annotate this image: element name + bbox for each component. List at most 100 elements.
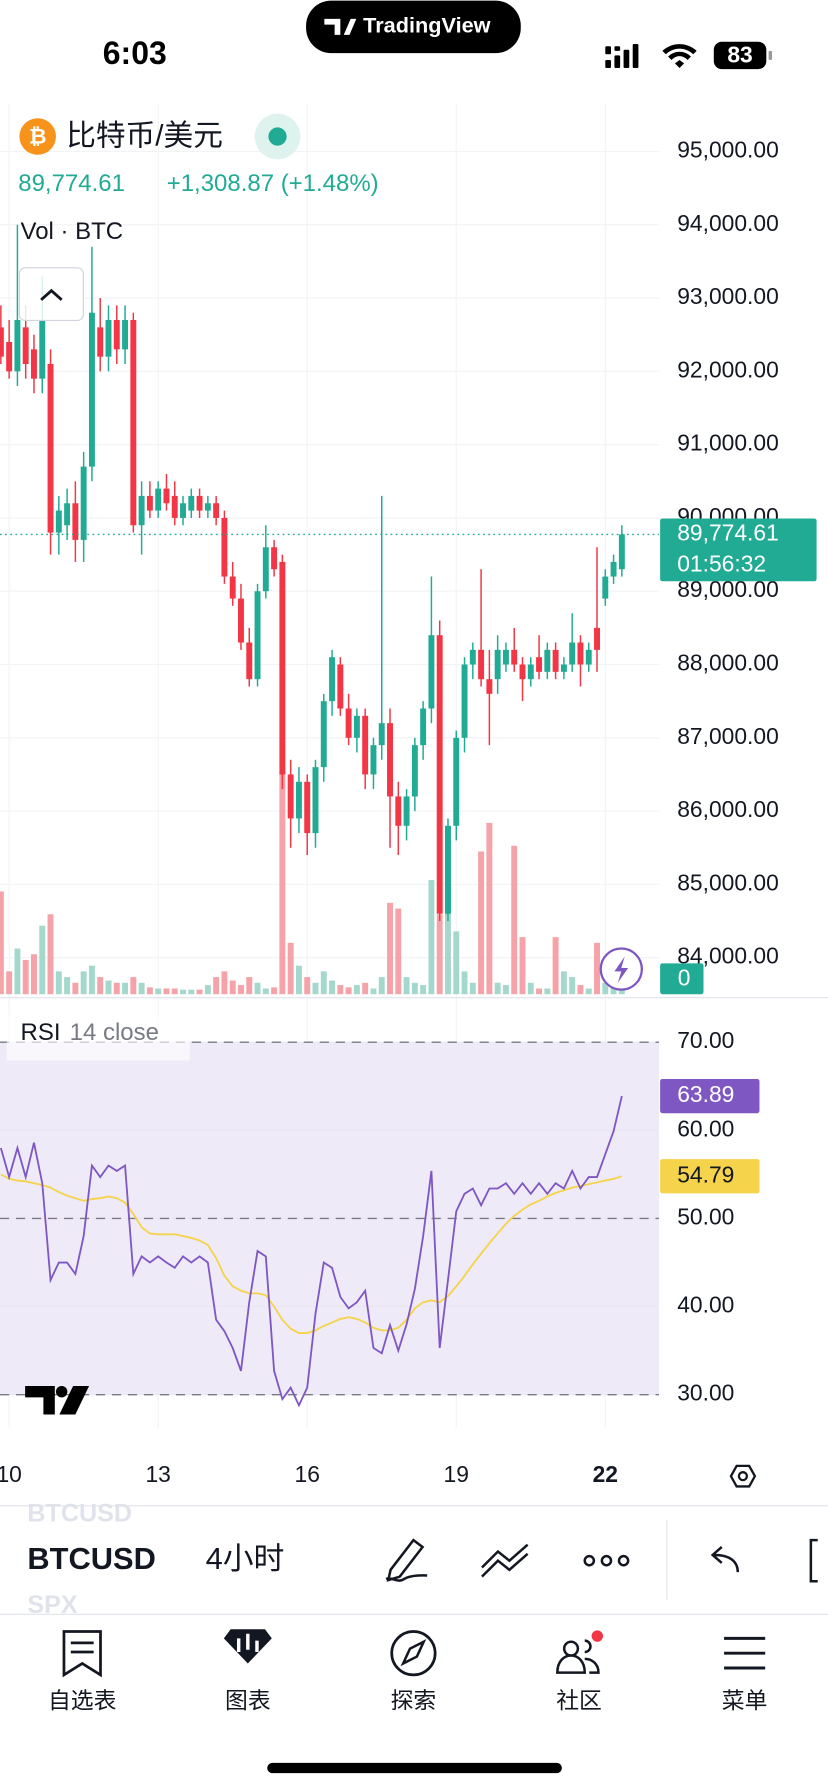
btc-icon	[19, 118, 56, 155]
undo-icon[interactable]	[710, 1546, 740, 1573]
rsi-name: RSI	[21, 1020, 61, 1047]
volume-bar	[436, 914, 443, 995]
symbol-current[interactable]: BTCUSD	[27, 1541, 155, 1576]
tab-bar: 自选表 图表 探索 社区 菜单	[48, 1687, 767, 1713]
candle-body	[378, 723, 385, 746]
tab-label[interactable]: 图表	[225, 1687, 271, 1713]
candle-body	[0, 327, 4, 357]
volume-label: 0	[678, 964, 691, 990]
candle-body	[221, 517, 228, 577]
volume-bar	[213, 977, 220, 995]
volume-bar	[180, 989, 186, 995]
series-value-label: 54.79	[677, 1161, 734, 1187]
symbol-prev[interactable]: BTCUSD	[27, 1500, 132, 1528]
volume-title: Vol · BTC	[21, 218, 124, 245]
candle-body	[420, 708, 427, 746]
tab-icon-chart-candles	[236, 1633, 259, 1653]
line-tool-icon[interactable]	[481, 1543, 529, 1578]
volume-bar	[345, 987, 352, 995]
volume-bar	[97, 977, 104, 995]
candle-body	[594, 627, 600, 650]
candle-body	[403, 796, 410, 826]
volume-bar	[122, 982, 129, 995]
volume-bar	[362, 982, 369, 995]
volume-bar	[329, 980, 336, 995]
draw-icon[interactable]	[385, 1538, 428, 1582]
tab-label[interactable]: 探索	[391, 1687, 437, 1713]
x-tick-label: 22	[593, 1461, 618, 1487]
candle-body	[469, 649, 476, 665]
volume-bar	[171, 988, 178, 995]
candle-body	[14, 320, 21, 372]
y-tick-label: 60.00	[677, 1115, 734, 1141]
volume-bar	[560, 971, 567, 995]
more-icon[interactable]	[583, 1554, 630, 1567]
rsi-params: 14 close	[70, 1020, 159, 1047]
candle-body	[461, 664, 468, 738]
candle-body	[180, 503, 186, 518]
wifi-icon	[662, 44, 697, 68]
y-tick-label: 94,000.00	[677, 210, 779, 236]
volume-bar	[246, 977, 253, 995]
volume-bar	[618, 988, 625, 995]
tab-label[interactable]: 自选表	[48, 1687, 117, 1713]
candle-body	[569, 642, 576, 665]
volume-bar	[55, 971, 62, 995]
symbol-name: 比特币/美元	[66, 120, 223, 153]
volume-bar	[411, 982, 418, 995]
y-tick-label: 85,000.00	[677, 869, 779, 895]
volume-bar	[395, 908, 402, 995]
app-badge-bg	[306, 0, 521, 54]
volume-bar	[88, 965, 95, 995]
volume-bar	[279, 771, 286, 995]
volume-bar	[14, 948, 21, 995]
volume-bar	[602, 982, 609, 995]
candle-body	[494, 649, 501, 680]
y-tick-label: 92,000.00	[677, 356, 779, 382]
volume-label-box	[660, 963, 704, 995]
candle-body	[6, 342, 13, 372]
candle-body	[552, 649, 559, 672]
candle-body	[585, 649, 592, 665]
y-tick-label: 88,000.00	[677, 650, 779, 676]
app-badge: TradingView	[363, 13, 490, 38]
volume-bar	[304, 977, 311, 995]
market-status[interactable]	[268, 127, 287, 146]
volume-bar	[196, 989, 203, 995]
fullscreen-icon[interactable]	[809, 1538, 818, 1583]
tab-icon-menu	[724, 1636, 766, 1670]
y-tick-label: 86,000.00	[677, 796, 779, 822]
candle-body	[47, 363, 54, 533]
tv-watermark	[25, 1385, 90, 1415]
volume-bar	[47, 914, 54, 995]
volume-bar	[0, 891, 4, 995]
volume-bar	[146, 987, 153, 995]
candle-body	[155, 488, 162, 511]
candle-body	[105, 320, 112, 357]
chevron-up	[40, 288, 63, 301]
x-tick-label: 13	[145, 1461, 170, 1487]
candle-body	[370, 745, 377, 775]
candle-body	[478, 649, 485, 680]
candle-body	[246, 642, 253, 680]
volume-bar	[378, 977, 385, 995]
tab-label[interactable]: 菜单	[722, 1687, 768, 1713]
series-value-box	[660, 1078, 760, 1114]
volume-bar	[387, 902, 393, 995]
candle-body	[229, 576, 236, 599]
candle-body	[486, 679, 493, 694]
collapse-button[interactable]	[18, 267, 84, 321]
lightning-icon	[614, 956, 629, 983]
candle-body	[502, 649, 509, 665]
candle-body	[345, 708, 352, 738]
tab-label[interactable]: 社区	[556, 1687, 602, 1713]
interval[interactable]: 4小时	[206, 1541, 285, 1576]
volume-bar	[585, 988, 592, 995]
settings-icon[interactable]	[729, 1464, 757, 1488]
volume-bar	[445, 885, 451, 995]
volume-bar	[536, 988, 543, 995]
volume-bar	[403, 977, 410, 995]
volume-bar	[31, 954, 37, 995]
series-value-label: 63.89	[677, 1081, 734, 1107]
btc-glyph: ₿	[29, 123, 47, 148]
